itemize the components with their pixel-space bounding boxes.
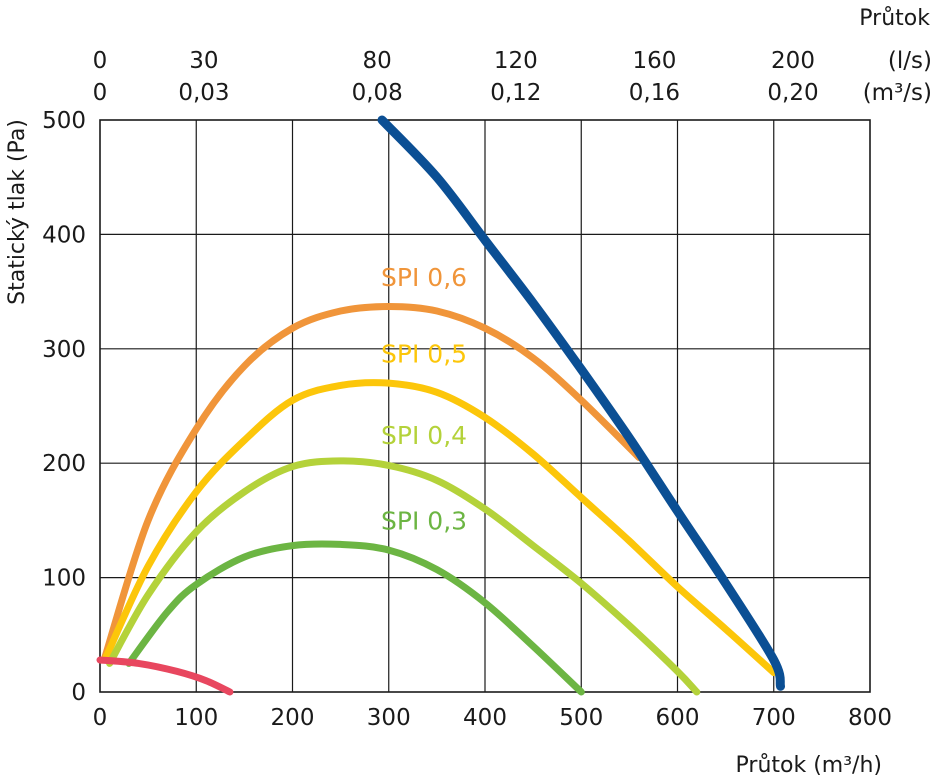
- top-axis-ls-unit: (l/s): [888, 48, 932, 74]
- series-line-spi-0-5: [101, 379, 778, 677]
- y-axis-title: Statický tlak (Pa): [5, 119, 30, 305]
- series-line-curve-5: [96, 656, 234, 696]
- x-tick-label: 400: [463, 705, 507, 731]
- top-m3s-tick-label: 0,03: [178, 80, 229, 106]
- grid-lines: [100, 120, 870, 692]
- x-axis-title-top: Průtok: [859, 6, 930, 31]
- top-m3s-tick-label: 0: [93, 80, 108, 106]
- y-tick-label: 300: [42, 337, 86, 363]
- series-label-spi-0-4: SPI 0,4: [381, 421, 467, 450]
- top-m3s-tick-label: 0,12: [490, 80, 541, 106]
- series-label-spi-0-3: SPI 0,3: [381, 507, 467, 536]
- x-tick-label: 800: [848, 705, 892, 731]
- series-curves: [96, 115, 785, 696]
- top-m3s-tick-label: 0,16: [629, 80, 680, 106]
- series-labels: SPI 0,6 SPI 0,5 SPI 0,4 SPI 0,3: [381, 263, 467, 536]
- x-tick-label: 500: [559, 705, 603, 731]
- x-tick-labels: 0 100 200 300 400 500 600 700 800: [93, 705, 892, 731]
- y-tick-label: 500: [42, 108, 86, 134]
- top-ls-tick-label: 200: [771, 48, 815, 74]
- y-tick-labels: 0 100 200 300 400 500: [42, 108, 86, 706]
- top-ls-tick-label: 0: [93, 48, 108, 74]
- top-ls-tick-label: 80: [363, 48, 392, 74]
- x-tick-label: 600: [656, 705, 700, 731]
- y-tick-label: 200: [42, 451, 86, 477]
- x-tick-label: 100: [174, 705, 218, 731]
- top-axis-m3s-labels: 0 0,03 0,08 0,12 0,16 0,20: [93, 80, 819, 106]
- y-tick-label: 100: [42, 566, 86, 592]
- top-axis-m3s-unit: (m³/s): [863, 80, 932, 106]
- series-line-spi-0-6: [101, 303, 643, 662]
- top-ls-tick-label: 30: [189, 48, 218, 74]
- plot-frame: [99, 119, 871, 693]
- top-ls-tick-label: 160: [632, 48, 676, 74]
- y-tick-label: 400: [42, 222, 86, 248]
- series-label-spi-0-5: SPI 0,5: [381, 340, 467, 369]
- x-tick-label: 0: [93, 705, 108, 731]
- x-axis-title-bottom: Průtok (m³/h): [736, 753, 882, 778]
- series-line-spi-0-3: [125, 540, 585, 696]
- top-m3s-tick-label: 0,08: [352, 80, 403, 106]
- series-line-spi-0-4: [106, 457, 701, 696]
- top-ls-tick-label: 120: [494, 48, 538, 74]
- series-label-spi-0-6: SPI 0,6: [381, 263, 467, 292]
- x-tick-label: 700: [752, 705, 796, 731]
- top-m3s-tick-label: 0,20: [767, 80, 818, 106]
- top-axis-ls-labels: 0 30 80 120 160 200: [93, 48, 815, 74]
- y-tick-label: 0: [71, 680, 86, 706]
- series-line-curve-4: [377, 115, 785, 691]
- x-tick-label: 200: [271, 705, 315, 731]
- x-tick-label: 300: [367, 705, 411, 731]
